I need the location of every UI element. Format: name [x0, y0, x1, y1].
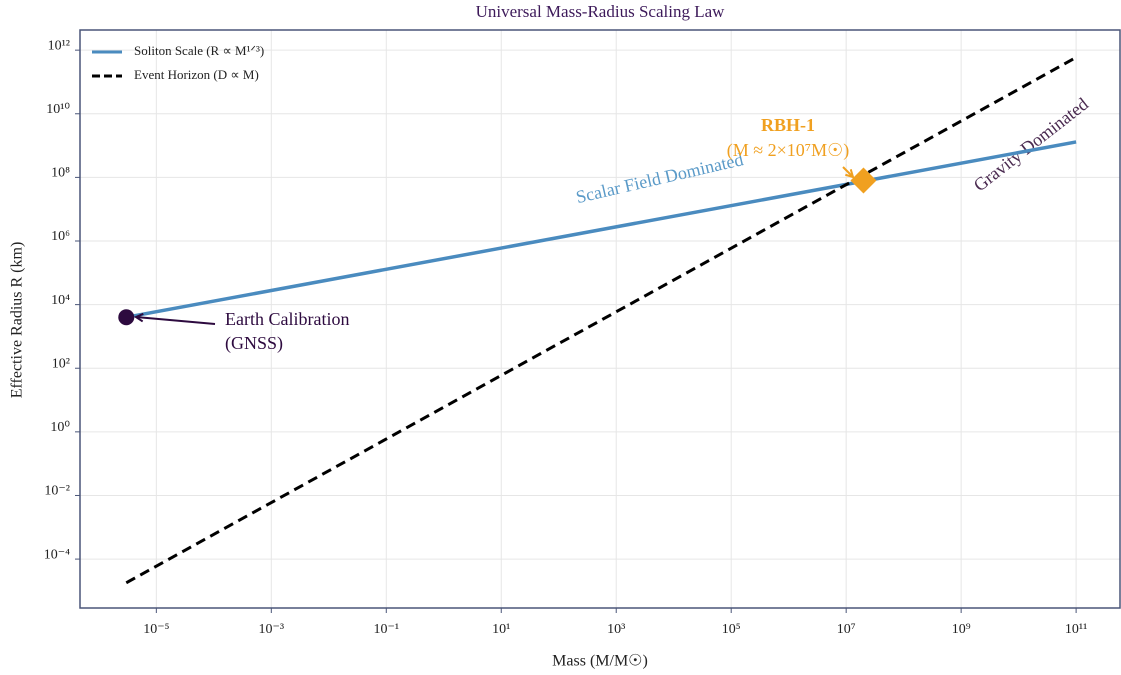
annotation-text: (GNSS)	[225, 333, 283, 354]
plot-frame	[79, 29, 1121, 609]
x-tick-label: 10¹	[492, 622, 510, 637]
annotation-arrowhead	[133, 312, 144, 323]
y-tick-label: 10⁴	[51, 293, 70, 308]
annotation-arrow	[842, 166, 854, 178]
x-tick-label: 10⁻¹	[373, 622, 399, 637]
y-tick-label: 10⁶	[51, 229, 70, 244]
y-tick-label: 10¹²	[48, 38, 70, 53]
x-tick-label: 10³	[607, 622, 625, 637]
y-tick-label: 10⁰	[50, 420, 70, 435]
annotation-text: RBH-1	[761, 115, 815, 135]
x-tick-label: 10¹¹	[1065, 622, 1087, 637]
y-tick-label: 10²	[52, 356, 70, 371]
x-tick-label: 10⁵	[722, 622, 741, 637]
annotation-arrowhead	[845, 169, 855, 179]
annotation-point	[118, 309, 135, 326]
legend-label: Event Horizon (D ∝ M)	[134, 67, 259, 82]
series-line	[125, 56, 1077, 585]
x-tick-label: 10⁷	[837, 622, 856, 637]
series-line	[125, 140, 1077, 319]
annotation-text: (M ≈ 2×10⁷M☉)	[727, 140, 849, 161]
annotation-arrow	[135, 316, 216, 325]
annotation-text: Earth Calibration	[225, 309, 349, 329]
y-tick-label: 10⁸	[51, 166, 70, 181]
y-tick-label: 10⁻⁴	[44, 547, 70, 562]
x-tick-label: 10⁻³	[259, 622, 285, 637]
x-tick-label: 10⁹	[952, 622, 971, 637]
x-tick-label: 10⁻⁵	[143, 622, 169, 637]
chart-title: Universal Mass-Radius Scaling Law	[476, 2, 726, 21]
y-tick-label: 10⁻²	[44, 484, 70, 499]
legend-label: Soliton Scale (R ∝ M¹ᐟ³)	[134, 43, 264, 58]
y-axis-label: Effective Radius R (km)	[9, 242, 26, 399]
x-axis-label: Mass (M/M☉)	[552, 653, 648, 670]
annotation-point	[850, 167, 877, 194]
y-tick-label: 10¹⁰	[46, 102, 70, 117]
region-label: Gravity Dominated	[970, 94, 1092, 196]
region-label: Scalar Field Dominated	[574, 149, 745, 207]
